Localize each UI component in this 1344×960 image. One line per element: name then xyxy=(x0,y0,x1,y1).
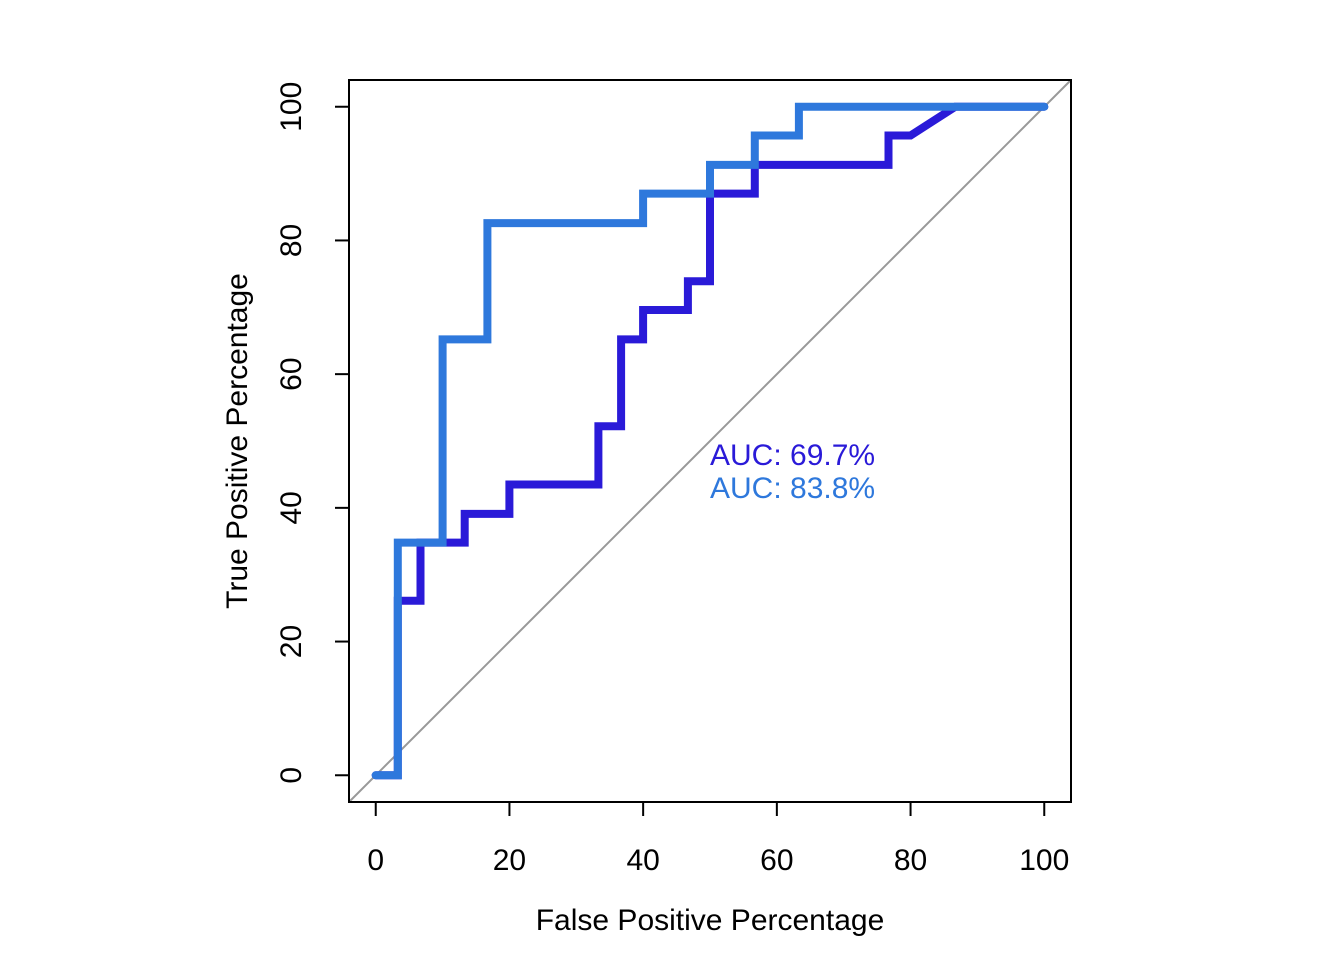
x-tick-label: 100 xyxy=(1019,844,1069,877)
annotation-layer: AUC: 69.7% AUC: 83.8% xyxy=(710,439,875,505)
x-tick-label: 20 xyxy=(493,844,526,877)
reference-line-layer xyxy=(348,79,1072,803)
auc-label-series-1: AUC: 69.7% xyxy=(710,439,875,472)
x-axis-title: False Positive Percentage xyxy=(536,904,885,937)
y-tick-label: 80 xyxy=(275,224,308,257)
x-tick-label: 40 xyxy=(626,844,659,877)
y-axis: 0 20 40 60 80 100 xyxy=(275,82,349,784)
plot-frame xyxy=(348,79,1072,803)
x-tick-label: 0 xyxy=(367,844,384,877)
x-axis: 0 20 40 60 80 100 xyxy=(367,802,1069,877)
y-tick-label: 100 xyxy=(275,82,308,132)
y-tick-label: 0 xyxy=(275,767,308,784)
auc-label-series-2: AUC: 83.8% xyxy=(710,472,875,505)
x-tick-label: 60 xyxy=(760,844,793,877)
reference-diagonal xyxy=(348,79,1072,803)
y-axis-title: True Positive Percentage xyxy=(221,273,254,609)
y-tick-label: 60 xyxy=(275,357,308,390)
y-tick-label: 40 xyxy=(275,491,308,524)
roc-curve-series-2 xyxy=(371,102,1049,780)
series-layer xyxy=(371,102,1049,780)
x-tick-label: 80 xyxy=(894,844,927,877)
y-tick-label: 20 xyxy=(275,625,308,658)
